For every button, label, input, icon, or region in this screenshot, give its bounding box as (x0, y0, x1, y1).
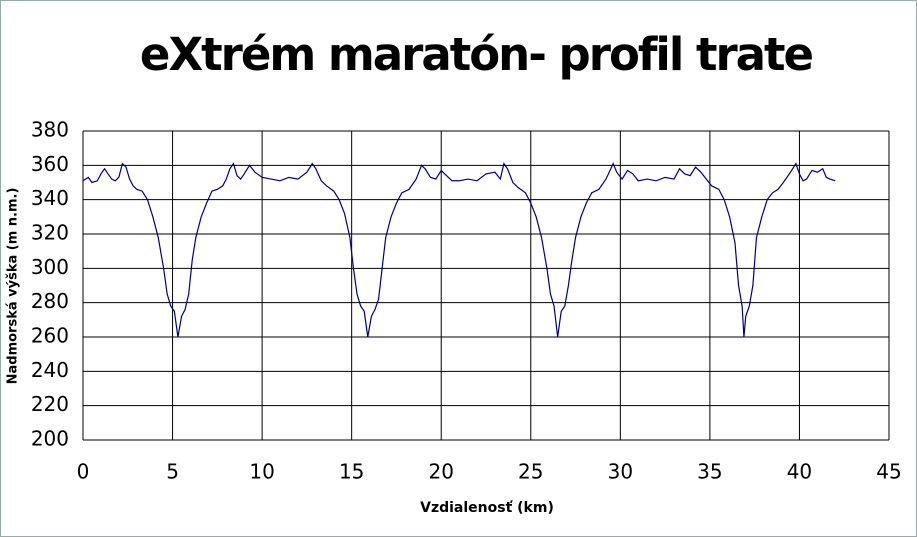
x-tick-label: 45 (876, 460, 901, 484)
x-tick-label: 40 (787, 460, 812, 484)
chart-title: eXtrém maratón- profil trate (140, 28, 813, 81)
x-tick-label: 0 (77, 460, 90, 484)
y-tick-label: 220 (31, 392, 69, 416)
x-tick-label: 10 (249, 460, 274, 484)
x-axis-label: Vzdialenosť (km) (420, 500, 554, 516)
x-tick-label: 35 (697, 460, 722, 484)
y-tick-label: 360 (31, 152, 69, 176)
line-series (82, 162, 836, 338)
y-tick-label: 200 (31, 427, 69, 451)
x-tick-label: 25 (518, 460, 543, 484)
y-tick-label: 260 (31, 324, 69, 348)
x-tick-label: 30 (608, 460, 633, 484)
x-tick-label: 20 (428, 460, 453, 484)
x-tick-label: 15 (339, 460, 364, 484)
y-tick-label: 380 (31, 118, 69, 142)
y-tick-label: 280 (31, 289, 69, 313)
y-tick-label: 240 (31, 358, 69, 382)
y-tick-label: 300 (31, 255, 69, 279)
x-tick-label: 5 (166, 460, 179, 484)
y-tick-label: 320 (31, 221, 69, 245)
y-tick-label: 340 (31, 186, 69, 210)
y-axis-label: Nadmorská výška (m n.m.) (6, 188, 21, 385)
